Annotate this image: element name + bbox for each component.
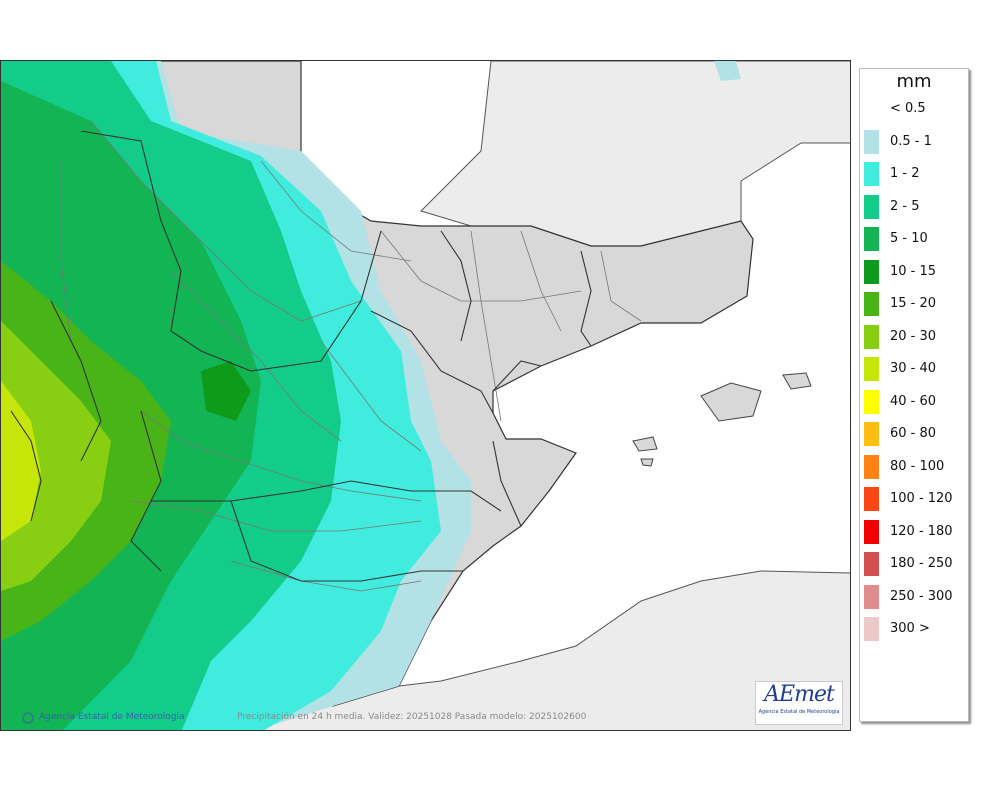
logo-text: AEmet [764,682,835,707]
legend-swatch [864,227,879,251]
mallorca-island [700,382,762,422]
legend-swatch [864,259,879,284]
precipitation-map: Agencia Estatal de Meteorología Precipit… [0,60,851,731]
formentera-island [640,458,654,467]
legend-swatch [864,422,879,446]
legend-label: 0.5 - 1 [890,133,932,149]
legend-label: < 0.5 [890,101,926,116]
legend-label: 40 - 60 [890,393,937,409]
legend-swatch [864,129,879,154]
legend-item: 10 - 15 [864,259,968,284]
legend-swatch [864,162,879,186]
legend-item: 120 - 180 [864,519,968,544]
legend-label: 1 - 2 [890,166,920,181]
sea-patch [714,61,741,81]
legend-label: 120 - 180 [890,523,953,539]
legend-swatch [864,292,879,316]
legend-unit: mm [896,71,932,92]
legend-item: 0.5 - 1 [864,129,968,154]
legend-item: 20 - 30 [864,324,968,349]
legend-item: 180 - 250 [864,552,968,576]
legend-label: 20 - 30 [890,328,937,344]
region-borders [60,120,642,592]
legend-swatch [864,584,879,609]
legend-label: 5 - 10 [890,231,928,246]
legend-item: 100 - 120 [864,487,968,511]
copyright-icon [22,712,34,724]
legend-label: 180 - 250 [890,556,953,571]
legend-label: 30 - 40 [890,361,937,376]
menorca-island [782,372,812,390]
legend-swatch [864,194,879,219]
aemet-logo: AEmet Agencia Estatal de Meteorología [755,681,843,725]
band-10-15 [201,361,251,421]
legend-item: 30 - 40 [864,357,968,381]
admin-borders [10,130,592,582]
legend-item: < 0.5 [864,97,968,121]
legend-item: 15 - 20 [864,292,968,316]
legend-label: 80 - 100 [890,458,945,474]
logo-subtitle: Agencia Estatal de Meteorología [758,709,840,715]
legend-label: 250 - 300 [890,588,953,604]
legend-item: 60 - 80 [864,422,968,446]
ibiza-island [632,436,658,452]
precipitation-legend: mm < 0.5 0.5 - 1 1 - 2 2 - 5 5 - 10 10 - 15 15… [859,68,969,722]
band-30-40 [1,381,41,541]
legend-label: 2 - 5 [890,198,920,214]
legend-swatch [864,519,879,544]
legend-item: 80 - 100 [864,454,968,479]
legend-swatch [864,617,879,641]
legend-swatch [864,389,879,414]
legend-label: 100 - 120 [890,491,953,506]
legend-item: 1 - 2 [864,162,968,186]
legend-swatch [864,324,879,349]
band-20-30 [1,321,111,591]
legend-swatch [864,487,879,511]
legend-swatch [864,454,879,479]
legend-swatch [864,97,879,121]
legend-swatch [864,357,879,381]
legend-swatch [864,552,879,576]
map-canvas [1,61,850,730]
legend-label: 300 > [890,621,930,636]
map-validity: Precipitación en 24 h media. Validez: 20… [237,712,587,722]
map-credit: Agencia Estatal de Meteorología [39,712,185,722]
legend-label: 60 - 80 [890,426,937,441]
legend-item: 2 - 5 [864,194,968,219]
legend-item: 300 > [864,617,968,641]
legend-label: 15 - 20 [890,296,937,311]
legend-label: 10 - 15 [890,263,937,279]
legend-item: 250 - 300 [864,584,968,609]
legend-item: 5 - 10 [864,227,968,251]
legend-item: 40 - 60 [864,389,968,414]
